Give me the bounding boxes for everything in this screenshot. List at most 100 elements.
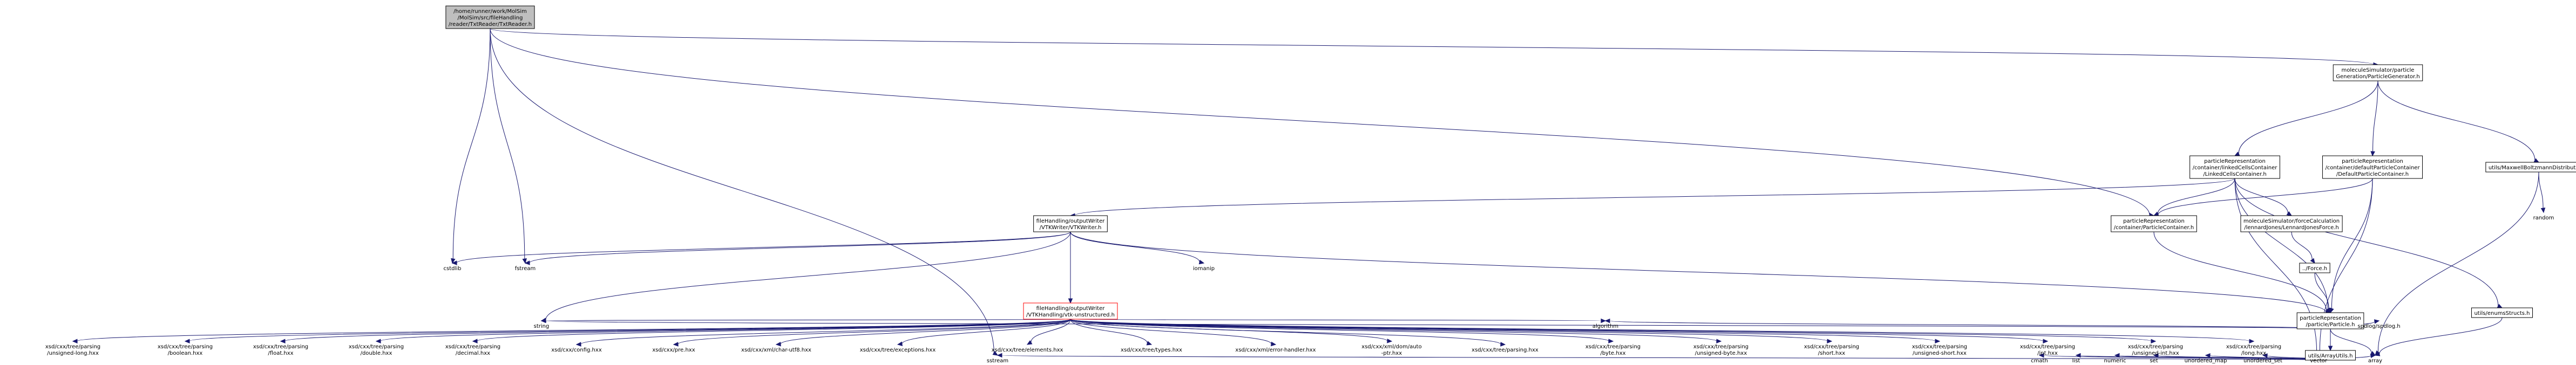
node-fstream: fstream [515,266,536,272]
edge-vtkun-to-algorithm [1070,318,1606,323]
node-gen[interactable]: moleculeSimulator/particleGeneration/Par… [2333,64,2423,81]
graph-nodes: /home/runner/work/MolSim/MolSim/src/file… [45,5,2576,364]
node-xs-auto: xsd/cxx/xml/dom/auto-ptr.hxx [1361,344,1421,356]
node-box [1023,302,1118,320]
node-label: particleRepresentation [2300,315,2361,321]
edge-arrowhead [2075,353,2081,358]
node-force[interactable]: ../Force.h [2299,263,2330,273]
edge-vtkun-to-xs-decimal [472,319,1071,343]
edge-vtkun-to-xs-long [1070,319,2255,344]
node-label: /decimal.hxx [456,350,490,356]
node-xs-bool: xsd/cxx/tree/parsing/boolean.hxx [158,344,213,356]
node-enums[interactable]: utils/enumsStructs.h [2471,307,2533,318]
edge-vtkun-to-xs-ushort [1070,319,1941,344]
edge-gen-to-maxwell [2377,80,2540,163]
edge-arrowhead [1026,340,1033,345]
node-box [2305,350,2356,361]
edge-line [529,231,1071,263]
edge-line [380,319,1071,342]
edge-root-to-sstream [490,28,999,356]
edge-arrowhead [2540,208,2546,214]
node-xs-errh: xsd/cxx/xml/error-handler.hxx [1235,347,1316,353]
node-xs-float: xsd/cxx/tree/parsing/float.hxx [253,344,308,356]
node-defcont[interactable]: particleRepresentation/container/default… [2322,155,2423,179]
edge-arrowhead [2374,352,2381,356]
edge-vtkun-to-xs-uint [1070,319,2157,344]
edge-particle-to-string [540,318,2331,329]
edge-arrowhead [451,258,456,264]
node-pcont[interactable]: particleRepresentation/container/Particl… [2111,215,2197,232]
edge-line [1070,319,1148,343]
node-label: utils/enumsStructs.h [2474,311,2530,316]
node-lj[interactable]: moleculeSimulator/forceCalculation/lenna… [2240,215,2343,232]
edge-arrowhead [2328,346,2333,352]
node-label: xsd/cxx/tree/exceptions.hxx [860,347,936,353]
edge-arrowhead [1500,342,1506,347]
edge-linked-to-vtkw [1069,178,2235,218]
node-maxwell[interactable]: utils/MaxwellBoltzmannDistribution.h [2485,162,2576,173]
edge-root-to-cstdlib [451,28,491,264]
node-xs-ubyte: xsd/cxx/tree/parsing/unsigned-byte.hxx [1693,344,1748,356]
node-label: fileHandling/outputWriter [1036,218,1106,224]
edge-line [1074,178,2235,216]
node-label: moleculeSimulator/forceCalculation [2243,218,2340,224]
edge-particle-to-algorithm [1604,318,2331,329]
edge-vtkun-to-xs-errh [1070,319,1277,347]
node-label: /DefaultParticleContainer.h [2336,171,2409,177]
edge-line [2238,80,2378,154]
node-label: algorithm [1592,323,1618,329]
edge-arrowhead [2151,339,2157,344]
node-particle[interactable]: particleRepresentation/particle/Particle… [2296,312,2364,329]
node-label: /VTKWriter/VTKWriter.h [1040,225,1102,231]
node-label: xsd/cxx/tree/parsing.hxx [1472,347,1538,353]
node-vtkun[interactable]: fileHandling/outputWriter/VTKHandling/vt… [1023,302,1118,320]
node-xs-pre: xsd/cxx/pre.hxx [652,347,695,353]
edge-arrowhead [1271,341,1277,347]
edge-vtkun-to-xs-exc [897,319,1071,346]
node-label: /long.hxx [2241,350,2266,356]
node-label: cmath [2031,358,2048,364]
node-linked[interactable]: particleRepresentation/container/linkedC… [2189,155,2280,179]
node-label: xsd/cxx/tree/parsing [45,344,100,350]
node-xs-double: xsd/cxx/tree/parsing/double.hxx [349,344,404,356]
edge-line [456,231,1071,264]
node-label: string [534,323,550,329]
node-vtkw[interactable]: fileHandling/outputWriter/VTKWriter/VTKW… [1033,215,1108,232]
node-label: unordered_set [2243,358,2282,364]
edge-line [1070,319,1609,342]
node-box [2322,155,2423,179]
graph-edges [72,28,2546,361]
node-uset: unordered_set [2243,358,2282,364]
edge-arrowhead [996,353,1002,358]
node-label: spdlog/spdlog.h [2357,323,2400,329]
edge-line [490,28,2150,216]
node-xs-parsing: xsd/cxx/tree/parsing.hxx [1472,347,1538,353]
edge-arrowhead [2370,353,2376,359]
edge-line [2379,317,2503,354]
node-array: array [2368,358,2382,364]
edge-vtkw-to-particle [1070,231,2331,315]
edge-lj-to-force [2291,231,2315,264]
node-label: xsd/cxx/tree/parsing [349,344,404,350]
edge-linked-to-particle [2234,178,2331,314]
edge-line [1070,319,2250,342]
node-root[interactable]: /home/runner/work/MolSim/MolSim/src/file… [445,5,535,29]
edge-linked-to-lj [2234,178,2293,216]
node-label: -ptr.hxx [1381,350,1402,356]
node-label: fileHandling/outputWriter [1036,306,1106,312]
node-box [2471,307,2533,318]
node-label: xsd/cxx/tree/parsing [1912,344,1967,350]
edge-arrowhead [1935,339,1941,344]
edge-arrowhead [1827,339,1833,344]
node-sstream: sstream [987,358,1008,364]
node-string: string [534,323,550,329]
edge-line [2377,80,2536,161]
node-cstdlib: cstdlib [444,266,462,272]
node-arrayutils[interactable]: utils/ArrayUtils.h [2305,350,2356,361]
node-label: /double.hxx [361,350,392,356]
node-label: xsd/cxx/xml/error-handler.hxx [1235,347,1316,353]
edge-line [490,28,994,353]
edge-line [1070,319,1501,345]
edge-vtkun-to-xs-ubyte [1070,319,1722,343]
